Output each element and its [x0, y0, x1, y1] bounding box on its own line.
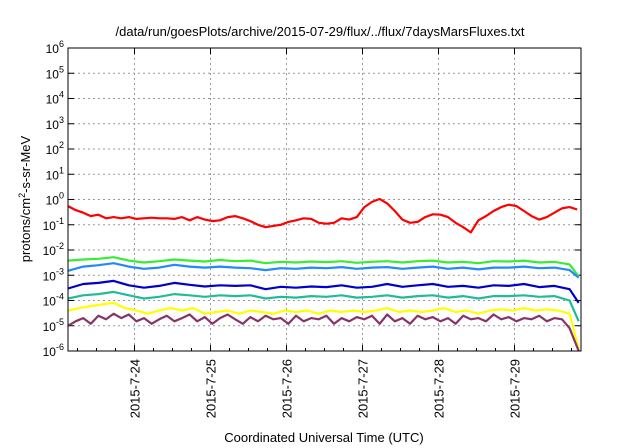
y-tick-label: 10-6: [43, 342, 64, 359]
series-line-4: [67, 279, 580, 304]
y-tick-label: 106: [46, 39, 64, 56]
grid-lines: [68, 48, 581, 351]
y-axis-label-rest: -s-sr-MeV: [18, 135, 33, 192]
y-tick-label: 105: [46, 64, 64, 81]
y-tick-label: 100: [46, 191, 64, 208]
y-tick-label: 10-5: [43, 317, 64, 334]
x-tick-label: 2015-7-28: [432, 359, 447, 418]
y-tick-label: 101: [46, 165, 64, 182]
y-tick-label: 10-4: [43, 292, 64, 309]
y-tick-label: 104: [46, 90, 64, 107]
x-tick-label: 2015-7-26: [280, 359, 295, 418]
y-axis-label: protons/cm2-s-sr-MeV: [17, 135, 33, 262]
y-tick-label: 10-3: [43, 266, 64, 283]
y-tick-label: 10-2: [43, 241, 64, 258]
x-tick-label: 2015-7-24: [128, 359, 143, 418]
series-line-5: [67, 290, 580, 322]
series-line-3: [67, 262, 580, 279]
x-axis-label: Coordinated Universal Time (UTC): [224, 430, 423, 445]
series-line-7: [67, 312, 580, 352]
plot-frame: [67, 47, 582, 352]
axis-ticks: 10-6 10-5 10-4 10-3 10-2 10-1 100 101 102 103 104 1…: [43, 39, 581, 418]
x-tick-label: 2015-7-25: [204, 359, 219, 418]
series-line-6: [67, 301, 580, 350]
series-line-2: [67, 256, 580, 278]
y-axis-label-base: protons/cm: [18, 198, 33, 262]
y-tick-label: 10-1: [43, 216, 64, 233]
y-tick-label: 102: [46, 140, 64, 157]
data-series: [67, 197, 580, 352]
x-tick-label: 2015-7-27: [356, 359, 371, 418]
x-tick-label: 2015-7-29: [508, 359, 523, 418]
chart-title: /data/run/goesPlots/archive/2015-07-29/f…: [116, 24, 525, 39]
y-tick-label: 103: [46, 115, 64, 132]
series-line-1: [67, 197, 578, 234]
y-axis-label-sup: 2: [17, 193, 27, 198]
